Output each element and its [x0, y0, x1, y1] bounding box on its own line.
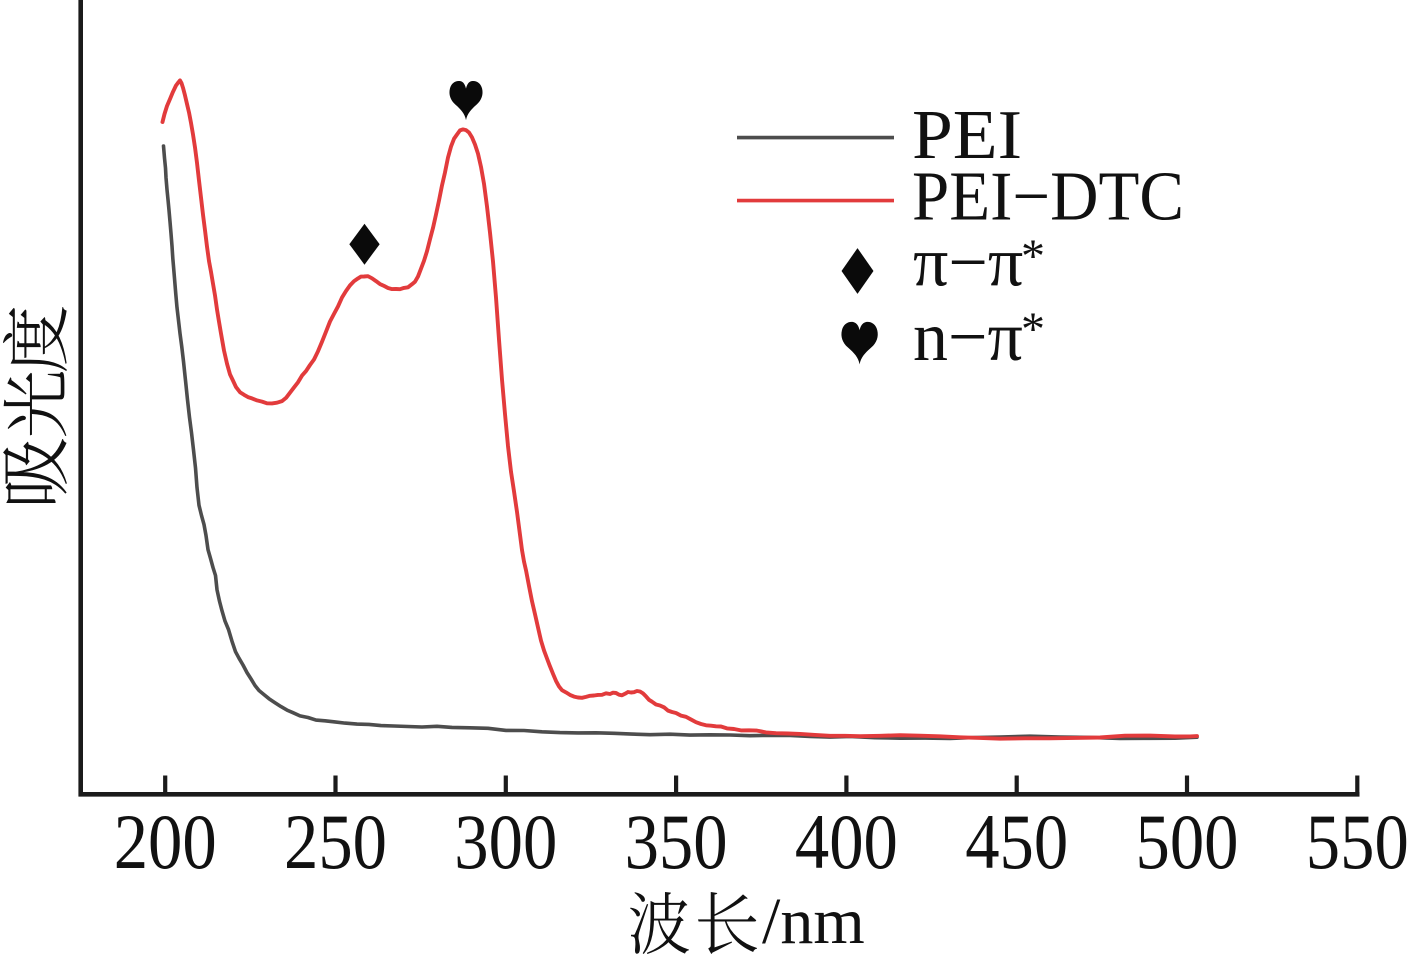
- svg-text:*: *: [1021, 303, 1045, 356]
- svg-text:PEI: PEI: [912, 97, 1022, 174]
- svg-text:450: 450: [965, 798, 1068, 885]
- svg-text:500: 500: [1136, 798, 1239, 885]
- svg-text:200: 200: [114, 798, 217, 885]
- svg-text:250: 250: [284, 798, 387, 885]
- svg-text:550: 550: [1306, 798, 1409, 885]
- svg-text:400: 400: [795, 798, 898, 885]
- svg-text:PEI−DTC: PEI−DTC: [912, 159, 1184, 236]
- svg-text:π−π: π−π: [913, 225, 1023, 302]
- svg-text:*: *: [1021, 230, 1045, 283]
- svg-text:350: 350: [625, 798, 728, 885]
- svg-text:/nm: /nm: [762, 885, 865, 958]
- svg-text:300: 300: [454, 798, 557, 885]
- svg-text:n−π: n−π: [913, 299, 1023, 376]
